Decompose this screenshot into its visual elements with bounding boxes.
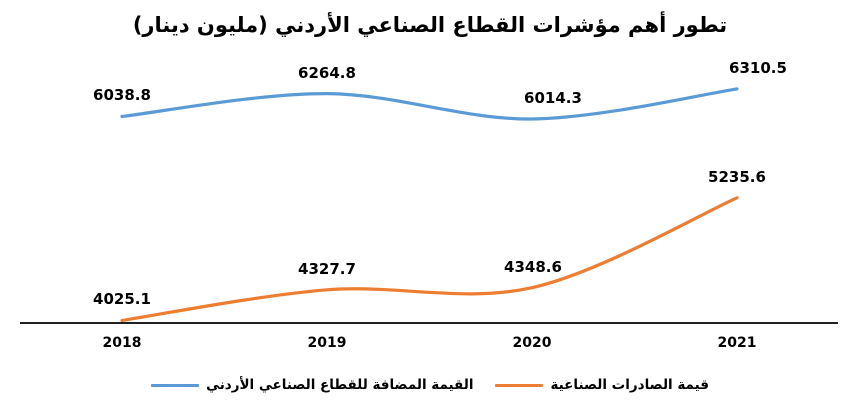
- data-label-series0-2018: 6038.8: [93, 86, 151, 105]
- data-label-series0-2021: 6310.5: [729, 58, 787, 77]
- legend-item-added-value: القيمة المضافة للقطاع الصناعي الأردني: [151, 377, 473, 393]
- legend-line-swatch-blue: [151, 383, 200, 387]
- series-lines: [120, 87, 739, 323]
- data-label-series1-2018: 4025.1: [93, 290, 151, 309]
- legend-label-exports: قيمة الصادرات الصناعية: [550, 377, 709, 393]
- legend-label-added-value: القيمة المضافة للقطاع الصناعي الأردني: [206, 377, 474, 393]
- data-label-series1-2019: 4327.7: [298, 259, 356, 278]
- x-axis-label-2019: 2019: [307, 335, 347, 351]
- legend-item-exports: قيمة الصادرات الصناعية: [495, 377, 709, 393]
- chart-title: تطور أهم مؤشرات القطاع الصناعي الأردني (…: [132, 13, 728, 37]
- x-axis-label-2021: 2021: [717, 335, 757, 351]
- data-label-series1-2021: 5235.6: [708, 167, 766, 186]
- data-label-series0-2020: 6014.3: [524, 88, 582, 107]
- x-axis-label-2018: 2018: [102, 335, 142, 351]
- data-label-series0-2019: 6264.8: [298, 63, 356, 82]
- series-line-0: [120, 87, 739, 121]
- legend-line-swatch-orange: [495, 383, 544, 387]
- x-axis-label-2020: 2020: [512, 335, 552, 351]
- data-label-series1-2020: 4348.6: [504, 257, 562, 276]
- series-line-1: [120, 196, 739, 323]
- legend: القيمة المضافة للقطاع الصناعي الأردني قي…: [0, 377, 860, 393]
